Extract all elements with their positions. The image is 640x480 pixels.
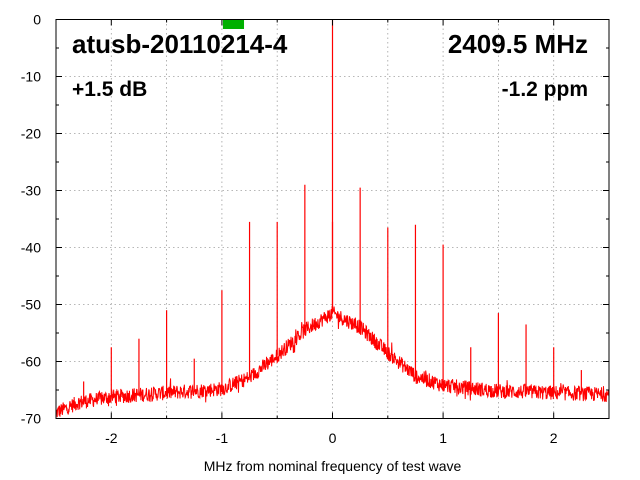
x-axis-title: MHz from nominal frequency of test wave [204,458,462,474]
label-layer: -2 -1 0 1 20-10-20-30-40-50-60-70 [21,12,558,447]
x-tick-label: -2 [105,430,118,446]
y-tick-label: -30 [21,183,41,199]
series-layer [55,19,610,418]
y-tick-label: -40 [21,240,41,256]
indicator-layer [222,20,245,29]
x-tick-label: -1 [216,430,229,446]
x-tick-label: 0 [329,430,337,446]
frequency-annotation: 2409.5 MHz [448,29,588,59]
x-tick-label: 2 [550,430,558,446]
y-tick-label: -60 [21,354,41,370]
tick-layer [55,19,610,419]
indicator-bar [222,20,245,29]
gain-annotation: +1.5 dB [72,78,147,101]
y-tick-label: -20 [21,126,41,142]
y-tick-label: -10 [21,69,41,85]
y-tick-label: -50 [21,297,41,313]
y-tick-label: 0 [33,12,41,28]
ppm-annotation: -1.2 ppm [502,78,588,101]
y-tick-label: -70 [21,411,41,427]
noise-floor-trace [55,306,610,418]
chart-title: atusb-20110214-4 [72,29,288,59]
x-tick-label: 1 [439,430,447,446]
